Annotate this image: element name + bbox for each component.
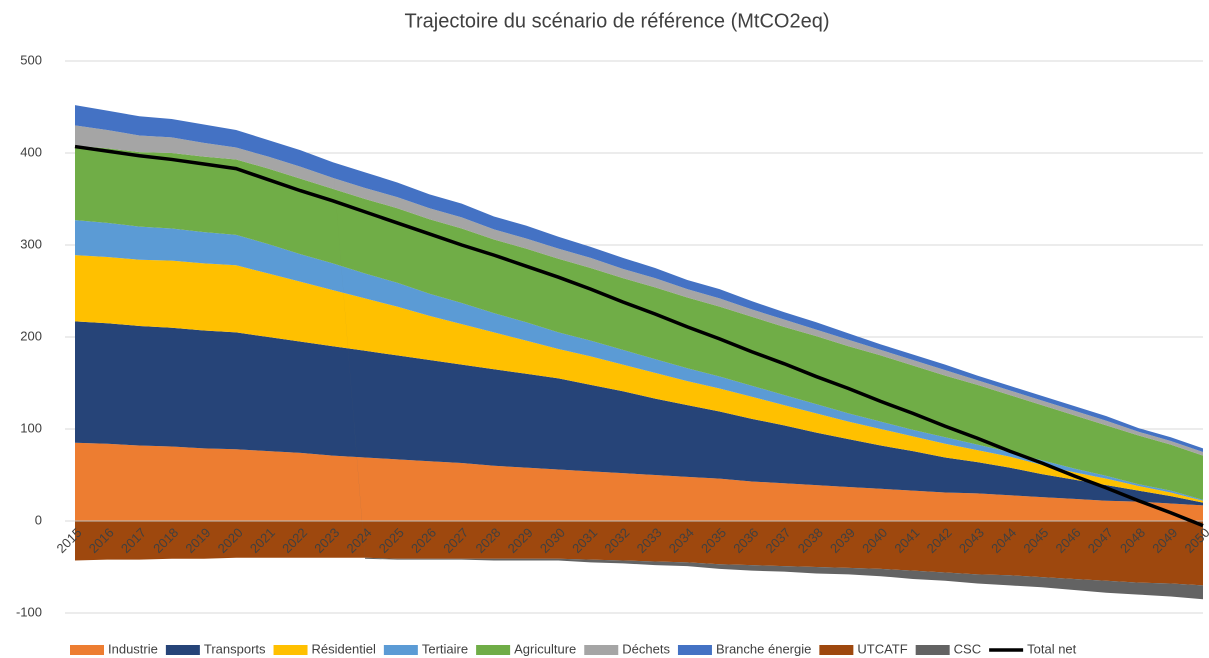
y-tick-label: -100 — [16, 604, 42, 619]
y-tick-label: 300 — [20, 236, 42, 251]
legend-label: CSC — [954, 641, 981, 656]
legend-swatch — [915, 645, 950, 655]
area — [75, 321, 1203, 506]
legend-swatch — [165, 645, 200, 655]
chart-title: Trajectoire du scénario de référence (Mt… — [405, 10, 830, 32]
legend: Industrie Transports Résidentiel Tertiaire A… — [70, 641, 1077, 656]
legend-swatch — [383, 645, 418, 655]
legend-label: UTCATF — [857, 641, 907, 656]
legend-swatch — [584, 645, 619, 655]
legend-label: Transports — [204, 641, 266, 656]
area — [75, 105, 1203, 452]
legend-swatch — [273, 645, 308, 655]
legend-swatch — [476, 645, 511, 655]
legend-swatch — [819, 645, 854, 655]
y-tick-label: 500 — [20, 52, 42, 67]
y-tick-label: 0 — [35, 512, 42, 527]
area — [75, 521, 1203, 586]
y-tick-label: 200 — [20, 328, 42, 343]
y-tick-label: 400 — [20, 144, 42, 159]
area — [75, 145, 1203, 500]
legend-swatch — [70, 645, 104, 655]
legend-label: Tertiaire — [422, 641, 468, 656]
line — [74, 144, 1204, 528]
legend-label: Déchets — [622, 641, 670, 656]
legend-label: Total net — [1027, 641, 1077, 656]
legend-label: Agriculture — [514, 641, 576, 656]
area — [75, 442, 1203, 521]
legend-swatch — [677, 645, 712, 655]
area — [75, 255, 1203, 503]
legend-label: Résidentiel — [312, 641, 376, 656]
y-tick-label: 100 — [20, 420, 42, 435]
legend-label: Industrie — [108, 641, 158, 656]
area — [75, 220, 1203, 501]
legend-label: Branche énergie — [716, 641, 811, 656]
